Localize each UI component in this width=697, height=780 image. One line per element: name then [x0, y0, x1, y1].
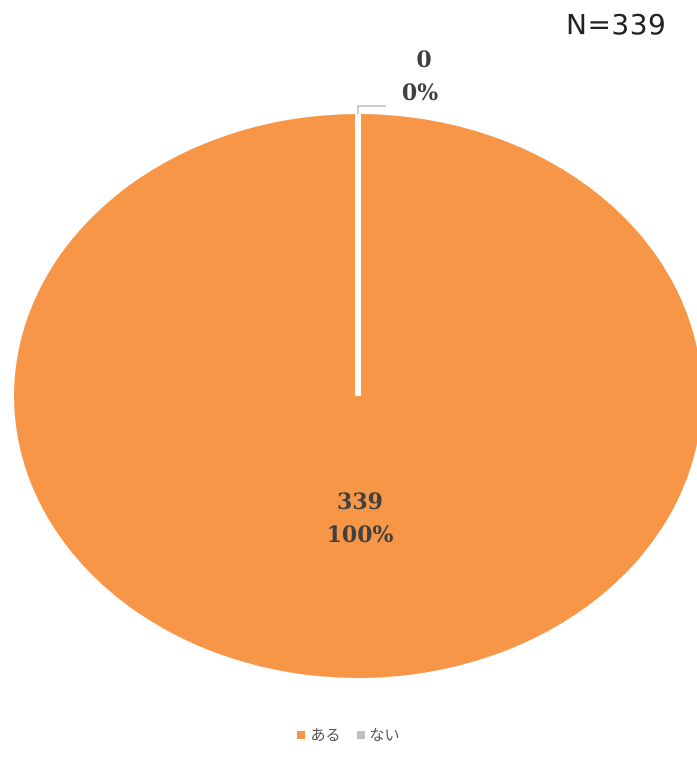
leader-line-nai — [357, 105, 386, 114]
data-label-value-nai: 0 — [416, 47, 431, 73]
legend-swatch-aru — [297, 730, 306, 739]
legend-item-nai: ない — [356, 724, 400, 745]
legend-swatch-nai — [356, 730, 365, 739]
data-label-value-aru: 339 — [337, 489, 383, 515]
sample-size-label: N=339 — [566, 8, 667, 41]
legend-label-aru: ある — [310, 726, 341, 744]
chart-legend: ある ない — [0, 724, 697, 745]
legend-label-nai: ない — [369, 726, 400, 744]
legend-item-aru: ある — [297, 724, 341, 745]
data-label-percent-aru: 100% — [327, 522, 394, 548]
data-label-percent-nai: 0% — [402, 80, 438, 106]
